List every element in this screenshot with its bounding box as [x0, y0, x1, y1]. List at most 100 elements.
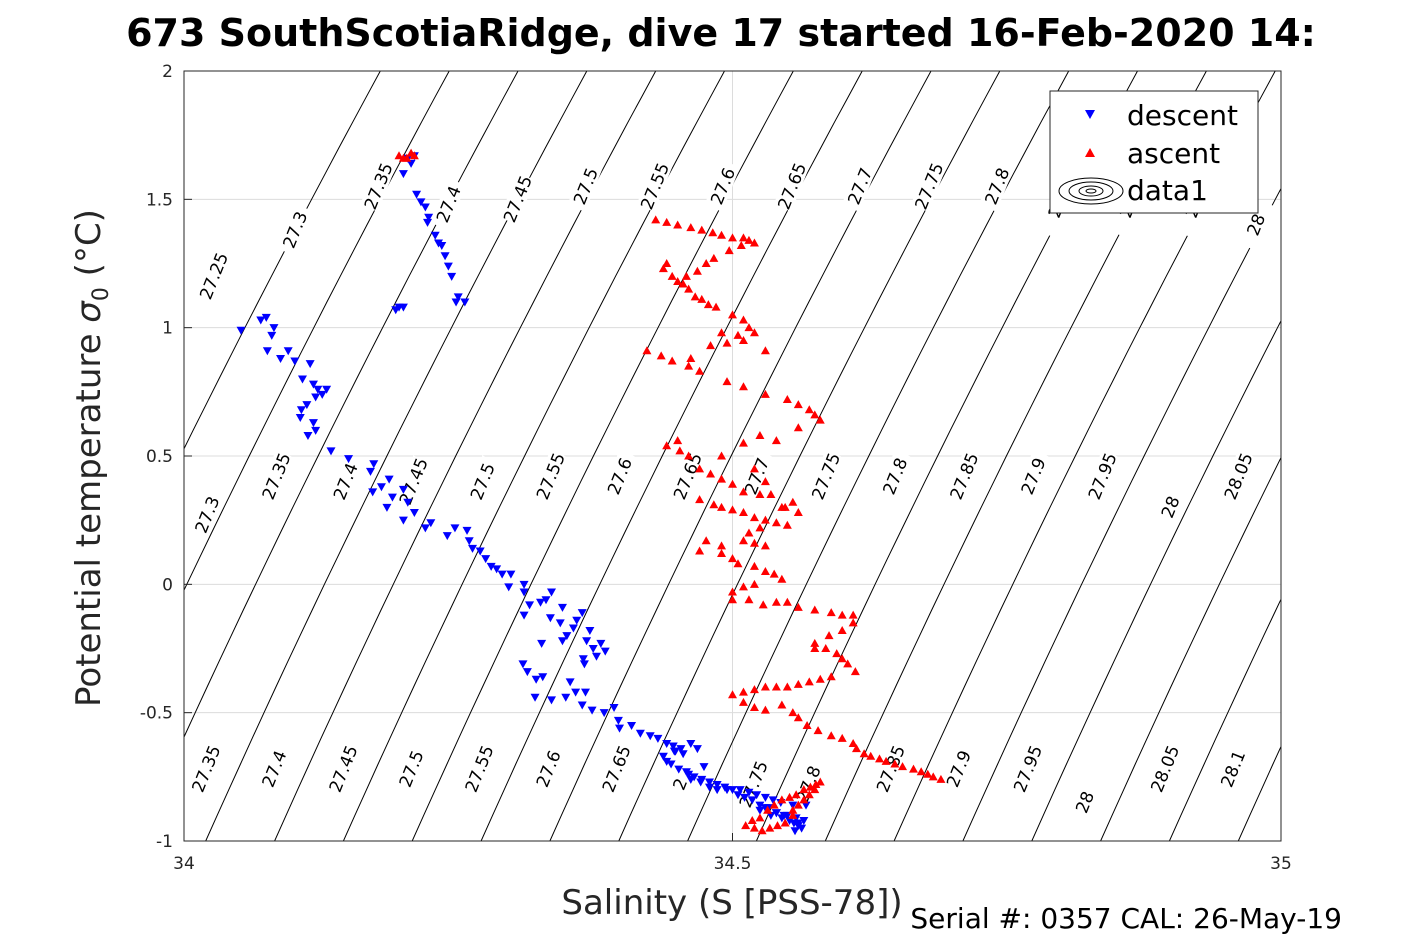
- ascent-point: [642, 346, 651, 354]
- contour-label-text: 27.8: [880, 455, 913, 498]
- ascent-point: [772, 436, 781, 444]
- contour-label: 27.9: [1015, 450, 1052, 502]
- ascent-point: [761, 683, 770, 691]
- ascent-point: [684, 362, 693, 370]
- contour-label: 27.75: [735, 758, 773, 811]
- ascent-point: [825, 631, 834, 639]
- descent-point: [481, 555, 490, 563]
- ascent-point: [755, 813, 764, 821]
- contour-label-text: 27.35: [259, 450, 296, 503]
- x-axis-ticks: 34 34.5 35: [173, 833, 1292, 874]
- ascent-point: [668, 357, 677, 365]
- contour-label-text: 27.9: [1018, 455, 1051, 498]
- contour-label: 27.65: [598, 742, 636, 795]
- contour-label-text: 27.55: [533, 450, 570, 503]
- descent-point: [311, 393, 320, 401]
- ascent-point: [875, 754, 884, 762]
- descent-point: [237, 327, 246, 335]
- descent-point: [523, 668, 532, 676]
- contour-label: 27.25: [195, 250, 233, 303]
- descent-point: [303, 432, 312, 440]
- x-tick-label: 35: [1270, 854, 1292, 874]
- contour-label-text: 27.75: [808, 450, 845, 503]
- descent-point: [585, 627, 594, 635]
- ascent-point: [744, 595, 753, 603]
- contour-label-text: 27.6: [707, 165, 740, 208]
- ascent-point: [691, 292, 700, 300]
- descent-point: [558, 604, 567, 612]
- y-tick-label: 1: [162, 319, 173, 339]
- ascent-point: [838, 734, 847, 742]
- ascent-point: [657, 351, 666, 359]
- contour-label: 28.05: [1146, 742, 1184, 795]
- ascent-point: [739, 439, 748, 447]
- descent-point: [267, 332, 276, 340]
- descent-point: [463, 527, 472, 535]
- ascent-point: [723, 339, 732, 347]
- descent-point: [525, 601, 534, 609]
- descent-point: [447, 273, 456, 281]
- contour-label: 27.95: [1084, 450, 1122, 503]
- ascent-point: [651, 215, 660, 223]
- contour-label: 27.55: [461, 742, 499, 795]
- descent-point: [450, 524, 459, 532]
- ascent-point: [772, 518, 781, 526]
- ascent-point: [909, 765, 918, 773]
- ascent-point: [773, 821, 782, 829]
- contour-label: 27.55: [636, 160, 674, 213]
- ascent-point: [728, 595, 737, 603]
- descent-point: [578, 701, 587, 709]
- descent-point: [581, 689, 590, 697]
- ascent-point: [750, 824, 759, 832]
- ascent-point: [759, 600, 768, 608]
- ascent-point: [851, 667, 860, 675]
- ascent-point: [783, 598, 792, 606]
- descent-point: [578, 609, 587, 617]
- ascent-point: [717, 475, 726, 483]
- ascent-point: [739, 536, 748, 544]
- chart-title: 673 SouthScotiaRidge, dive 17 started 16…: [126, 11, 1316, 55]
- contour-label: 27.8: [877, 450, 914, 502]
- ascent-point: [838, 611, 847, 619]
- ascent-point: [750, 685, 759, 693]
- descent-point: [761, 794, 770, 802]
- descent-point: [309, 419, 318, 427]
- contour-label-text: 27.4: [433, 183, 466, 226]
- descent-point: [297, 406, 306, 414]
- contour-label: 27.8: [979, 160, 1016, 212]
- contour-label: 27.35: [360, 160, 398, 213]
- contour-label-text: 28.1: [1217, 748, 1250, 791]
- contour-label-text: 27.6: [604, 455, 637, 498]
- contour-label: 27.3: [277, 204, 314, 256]
- ascent-point: [794, 423, 803, 431]
- contour-labels: 27.25 27.3 27.35 27.4 27.45 27.5 27.55 27.6 27.6…: [188, 160, 1275, 829]
- ascent-point: [737, 241, 746, 249]
- contour-label-text: 27.95: [1010, 743, 1047, 796]
- contour-label-text: 27.7: [741, 455, 774, 498]
- descent-point: [569, 624, 578, 632]
- ascent-point: [709, 254, 718, 262]
- descent-point: [423, 219, 432, 227]
- ascent-point: [702, 259, 711, 267]
- ascent-point: [668, 272, 677, 280]
- contour-label: 28: [1067, 776, 1104, 828]
- descent-point: [596, 640, 605, 648]
- descent-point: [298, 376, 307, 384]
- descent-point: [263, 347, 272, 355]
- ascent-point: [695, 367, 704, 375]
- descent-point: [468, 545, 477, 553]
- ascent-point: [827, 672, 836, 680]
- contour-label: 27.4: [256, 743, 293, 795]
- contour-label: 27.4: [327, 455, 364, 507]
- ascent-point: [794, 680, 803, 688]
- descent-point: [572, 617, 581, 625]
- isopycnal-line: [1307, 71, 1417, 841]
- ascent-point: [761, 346, 770, 354]
- y-tick-label: 1.5: [146, 190, 173, 210]
- ascent-point: [695, 495, 704, 503]
- contour-label-text: 27.85: [947, 450, 984, 503]
- descent-point: [452, 299, 461, 307]
- descent-point: [518, 660, 527, 668]
- ascent-point: [739, 698, 748, 706]
- contour-label-text: 27.75: [736, 758, 773, 811]
